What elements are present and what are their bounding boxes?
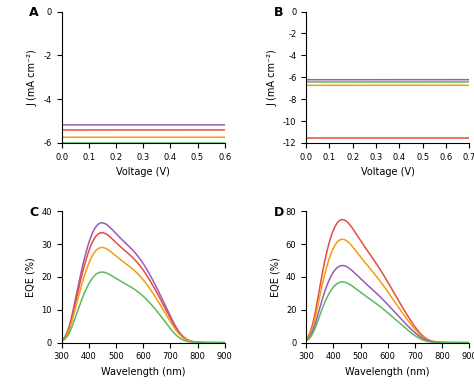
Y-axis label: J (mA cm⁻²): J (mA cm⁻²) xyxy=(28,49,38,105)
X-axis label: Wavelength (nm): Wavelength (nm) xyxy=(101,367,185,377)
Text: A: A xyxy=(29,6,39,19)
Text: B: B xyxy=(273,6,283,19)
X-axis label: Voltage (V): Voltage (V) xyxy=(361,167,415,177)
X-axis label: Voltage (V): Voltage (V) xyxy=(116,167,170,177)
Y-axis label: EQE (%): EQE (%) xyxy=(26,257,36,297)
Y-axis label: EQE (%): EQE (%) xyxy=(270,257,280,297)
Text: D: D xyxy=(273,206,284,219)
Y-axis label: J (mA cm⁻²): J (mA cm⁻²) xyxy=(267,49,277,105)
X-axis label: Wavelength (nm): Wavelength (nm) xyxy=(346,367,430,377)
Text: C: C xyxy=(29,206,38,219)
